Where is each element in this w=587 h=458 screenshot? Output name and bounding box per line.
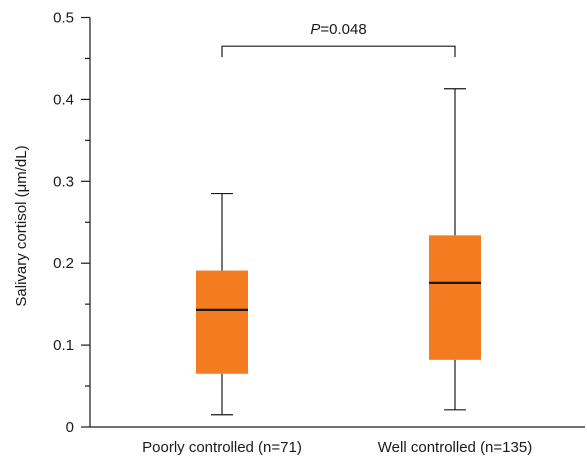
p-value-number: =0.048 — [320, 21, 366, 38]
y-tick-label: 0.3 — [53, 173, 74, 190]
y-axis: 0 0.1 0.2 0.3 0.4 0.5 — [53, 10, 91, 436]
y-tick-label: 0.5 — [53, 10, 74, 27]
y-tick-label: 0.1 — [53, 337, 74, 354]
significance-bracket — [221, 45, 456, 58]
y-tick-label: 0.2 — [53, 255, 74, 272]
significance-annotation: P=0.048 — [221, 21, 456, 58]
y-axis-title: Salivary cortisol (μm/dL) — [13, 145, 30, 306]
y-tick-label: 0 — [66, 419, 74, 436]
box-item — [429, 88, 481, 411]
iqr-box — [196, 270, 248, 374]
boxes — [196, 88, 481, 416]
p-value-label: P=0.048 — [310, 21, 366, 38]
p-value-symbol: P — [310, 21, 320, 38]
x-category-label: Poorly controlled (n=71) — [142, 439, 302, 456]
y-tick-label: 0.4 — [53, 91, 74, 108]
box-item — [196, 192, 248, 416]
x-category-label: Well controlled (n=135) — [378, 439, 532, 456]
iqr-box — [429, 235, 481, 360]
x-axis: Poorly controlled (n=71) Well controlled … — [90, 426, 585, 456]
